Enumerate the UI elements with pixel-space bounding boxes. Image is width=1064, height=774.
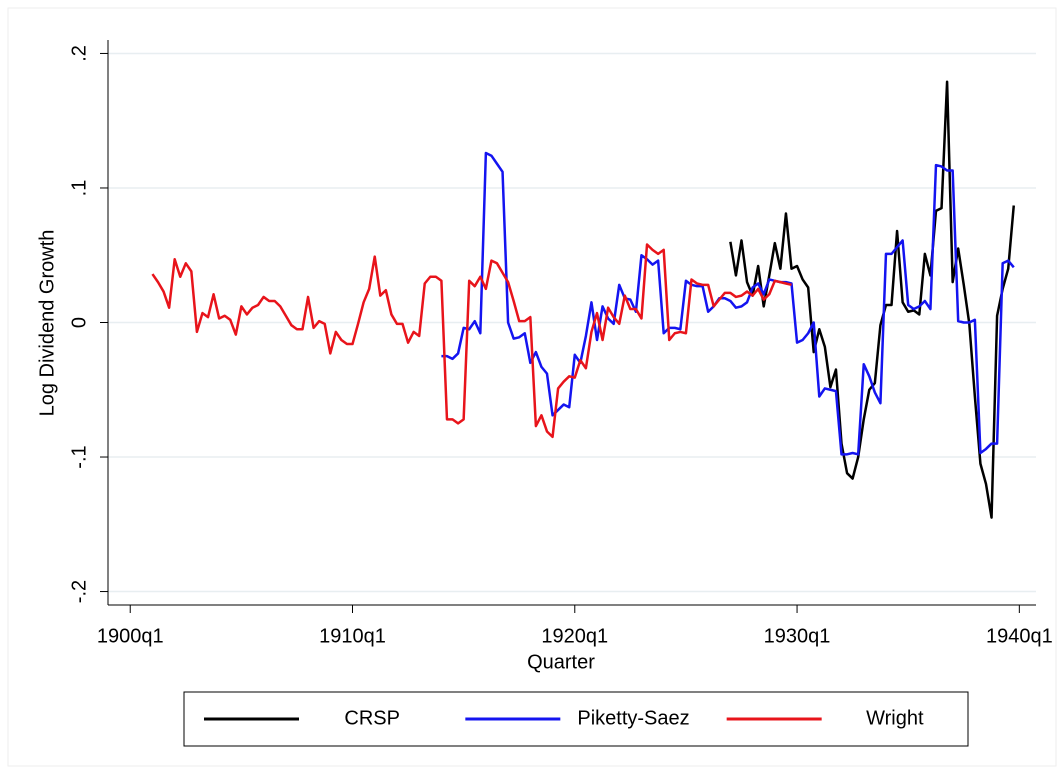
series-line bbox=[151, 243, 792, 439]
y-tick-label: -.2 bbox=[68, 580, 90, 603]
y-axis-title: Log Dividend Growth bbox=[36, 230, 58, 417]
x-axis-title: Quarter bbox=[527, 651, 595, 673]
x-tick-label: 1930q1 bbox=[764, 625, 831, 647]
y-tick-label: -.1 bbox=[68, 445, 90, 468]
x-tick-label: 1940q1 bbox=[986, 625, 1053, 647]
legend-label: CRSP bbox=[344, 707, 400, 729]
y-tick-label: .2 bbox=[68, 45, 90, 62]
x-tick-label: 1920q1 bbox=[541, 625, 608, 647]
legend-label: Wright bbox=[866, 707, 924, 729]
legend-box bbox=[183, 691, 969, 747]
x-tick-label: 1910q1 bbox=[319, 625, 386, 647]
y-tick-label: 0 bbox=[68, 317, 90, 328]
y-tick-label: .1 bbox=[68, 180, 90, 197]
legend-label: Piketty-Saez bbox=[577, 707, 689, 729]
series-line bbox=[441, 151, 1015, 456]
x-tick-label: 1900q1 bbox=[97, 625, 164, 647]
